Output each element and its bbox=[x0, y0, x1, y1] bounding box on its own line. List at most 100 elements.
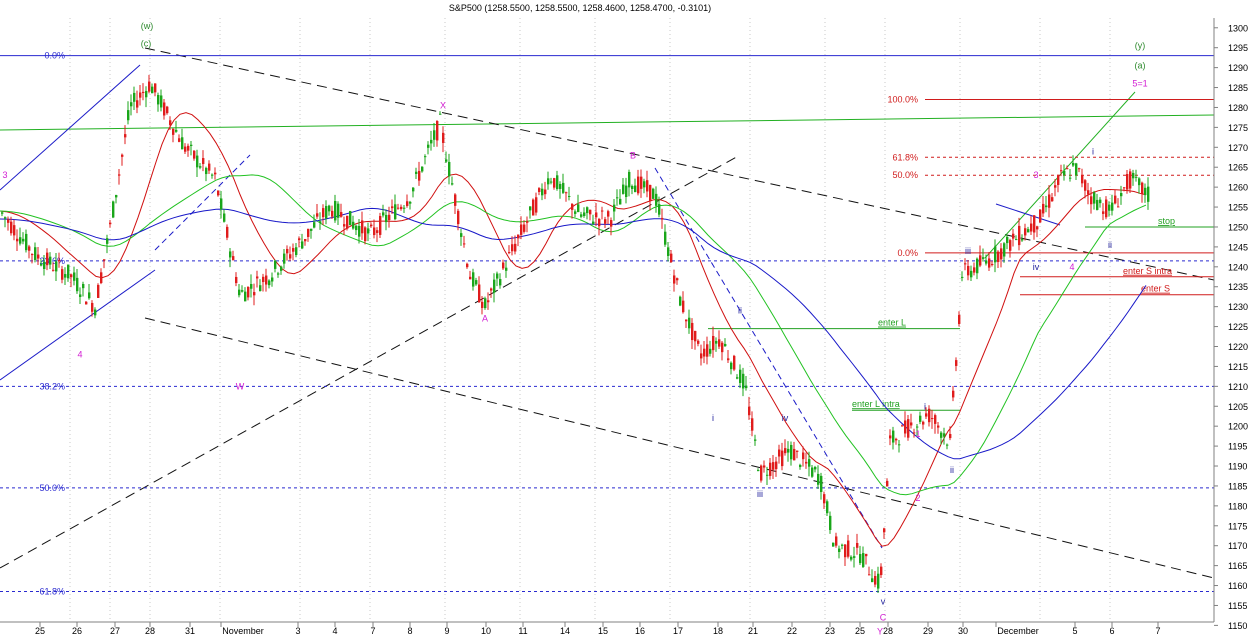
down-bar-body bbox=[928, 408, 931, 423]
down-bar-body bbox=[1129, 171, 1132, 189]
up-bar-body bbox=[319, 221, 322, 223]
up-bar-body bbox=[67, 264, 70, 279]
up-bar-body bbox=[295, 247, 298, 255]
down-bar-body bbox=[988, 258, 991, 268]
wave-label: 2 bbox=[915, 493, 920, 503]
up-bar-body bbox=[250, 284, 253, 289]
down-bar-body bbox=[508, 252, 511, 254]
up-bar-body bbox=[445, 159, 448, 162]
down-bar-body bbox=[502, 262, 505, 269]
up-bar-body bbox=[115, 195, 118, 198]
up-bar-body bbox=[1108, 204, 1111, 211]
up-bar-body bbox=[1069, 177, 1072, 179]
up-bar-body bbox=[550, 181, 553, 183]
x-tick-label: November bbox=[222, 626, 264, 636]
up-bar-body bbox=[976, 258, 979, 274]
up-bar-body bbox=[1, 212, 4, 214]
down-bar-body bbox=[883, 528, 886, 533]
down-bar-body bbox=[391, 206, 394, 209]
down-bar-body bbox=[565, 192, 568, 194]
up-bar-body bbox=[94, 309, 97, 316]
y-tick-label: 1295 bbox=[1228, 43, 1248, 53]
down-bar-body bbox=[907, 419, 910, 438]
x-tick-label: December bbox=[997, 626, 1039, 636]
up-bar-body bbox=[1072, 162, 1075, 166]
blue-small-line bbox=[995, 203, 1061, 226]
up-bar-body bbox=[259, 285, 262, 292]
trade-line-label: enter L bbox=[878, 318, 906, 328]
down-bar-body bbox=[406, 201, 409, 206]
up-bar-body bbox=[1015, 239, 1018, 241]
down-bar-body bbox=[298, 238, 301, 241]
up-bar-body bbox=[667, 247, 670, 257]
down-bar-body bbox=[1024, 228, 1027, 236]
up-bar-body bbox=[1045, 205, 1048, 208]
down-bar-body bbox=[532, 199, 535, 216]
down-bar-body bbox=[844, 544, 847, 558]
up-bar-body bbox=[745, 385, 748, 389]
down-bar-body bbox=[232, 256, 235, 261]
up-bar-body bbox=[1135, 176, 1138, 178]
y-tick-label: 1275 bbox=[1228, 123, 1248, 133]
up-bar-body bbox=[766, 474, 769, 476]
wave-label: ii bbox=[738, 306, 742, 316]
down-bar-body bbox=[1051, 197, 1054, 202]
up-bar-body bbox=[715, 340, 718, 344]
down-bar-body bbox=[691, 322, 694, 341]
down-bar-body bbox=[703, 348, 706, 357]
up-bar-body bbox=[283, 253, 286, 264]
wave-label: 4 bbox=[77, 349, 82, 359]
up-bar-body bbox=[871, 578, 874, 583]
down-bar-body bbox=[37, 254, 40, 259]
down-bar-body bbox=[265, 275, 268, 285]
up-bar-body bbox=[328, 205, 331, 212]
fib-left-label: 61.8% bbox=[39, 587, 65, 597]
down-bar-body bbox=[604, 219, 607, 224]
y-tick-label: 1205 bbox=[1228, 402, 1248, 412]
up-bar-body bbox=[199, 166, 202, 168]
up-bar-body bbox=[88, 292, 91, 299]
up-bar-body bbox=[475, 280, 478, 285]
y-tick-label: 1245 bbox=[1228, 242, 1248, 252]
down-bar-body bbox=[208, 163, 211, 171]
up-bar-body bbox=[562, 182, 565, 193]
down-bar-body bbox=[595, 212, 598, 218]
down-bar-body bbox=[187, 145, 190, 151]
up-bar-body bbox=[613, 204, 616, 212]
up-bar-body bbox=[724, 343, 727, 347]
down-bar-body bbox=[913, 432, 916, 434]
down-bar-body bbox=[682, 300, 685, 313]
wave-label: 5=1 bbox=[1132, 79, 1147, 89]
up-bar-body bbox=[274, 260, 277, 269]
up-bar-body bbox=[898, 444, 901, 446]
trade-line-label: enter S bbox=[1141, 284, 1170, 294]
up-bar-body bbox=[1099, 199, 1102, 204]
up-bar-body bbox=[946, 444, 949, 446]
fib-left-label: 38.2% bbox=[39, 381, 65, 391]
up-bar-body bbox=[355, 225, 358, 231]
up-bar-body bbox=[982, 257, 985, 259]
up-bar-body bbox=[736, 377, 739, 379]
y-tick-label: 1165 bbox=[1228, 561, 1247, 571]
x-tick-label: 27 bbox=[110, 626, 120, 636]
down-bar-body bbox=[1012, 233, 1015, 239]
down-bar-body bbox=[721, 342, 724, 353]
up-bar-body bbox=[34, 247, 37, 261]
down-bar-body bbox=[253, 292, 256, 296]
up-bar-body bbox=[739, 369, 742, 384]
down-bar-body bbox=[28, 246, 31, 251]
x-tick-label: 11 bbox=[518, 626, 527, 636]
down-bar-body bbox=[760, 465, 763, 481]
up-bar-body bbox=[439, 113, 442, 115]
down-bar-body bbox=[172, 128, 175, 135]
up-bar-body bbox=[1093, 192, 1096, 204]
down-bar-body bbox=[397, 207, 400, 209]
up-bar-body bbox=[622, 184, 625, 194]
up-bar-body bbox=[994, 246, 997, 263]
down-bar-body bbox=[97, 284, 100, 298]
down-bar-body bbox=[481, 301, 484, 308]
up-bar-body bbox=[574, 211, 577, 214]
up-bar-body bbox=[616, 197, 619, 199]
down-bar-body bbox=[802, 452, 805, 460]
up-bar-body bbox=[541, 188, 544, 196]
